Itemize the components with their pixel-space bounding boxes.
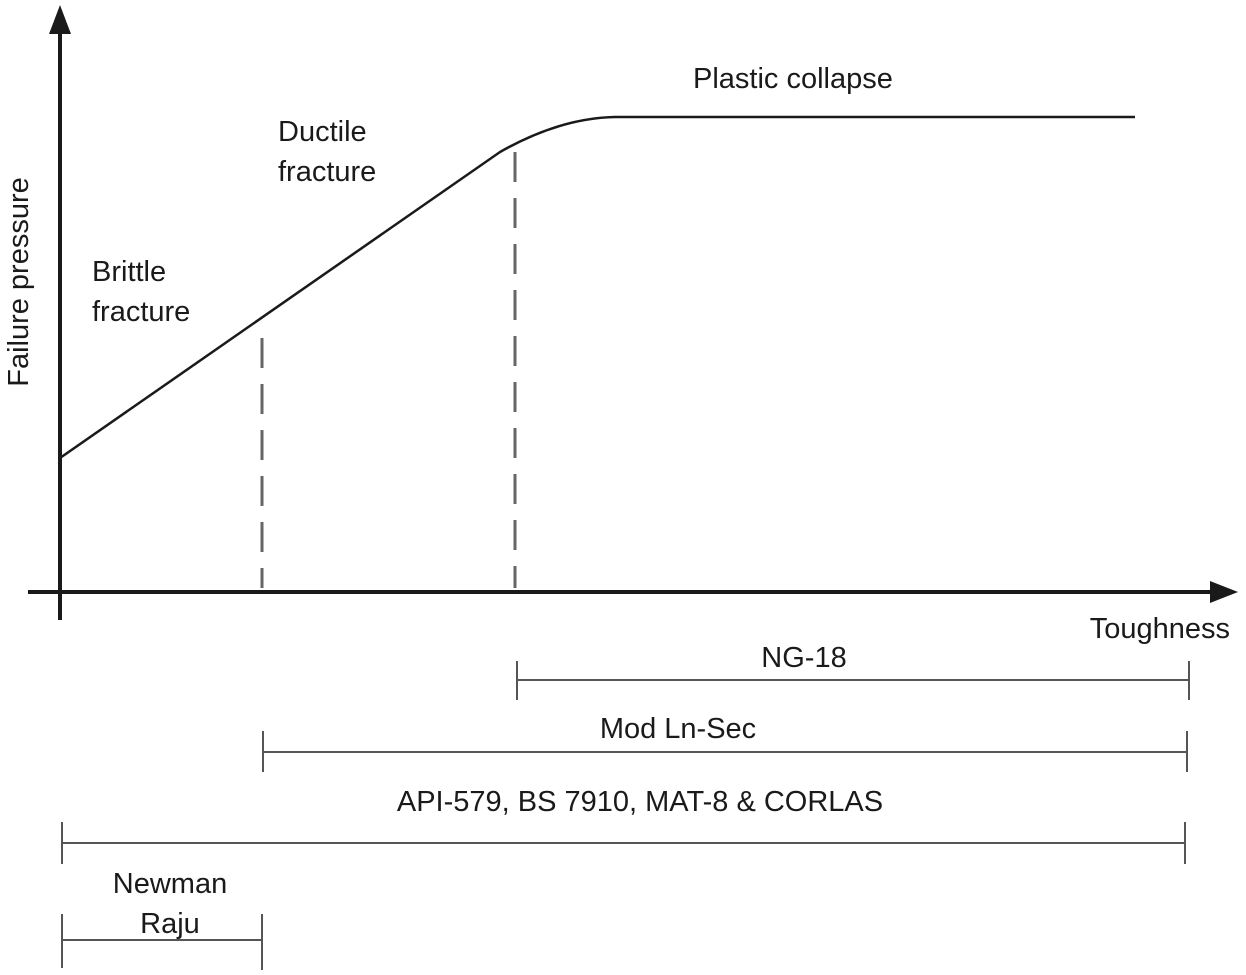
y-axis-arrowhead xyxy=(49,5,71,34)
range-label-api579: API-579, BS 7910, MAT-8 & CORLAS xyxy=(397,786,883,818)
failure-curve xyxy=(59,115,1135,460)
range-label-newman: Newman xyxy=(113,868,227,900)
x-axis-label: Toughness xyxy=(1090,613,1230,645)
range-bar-newman-raju xyxy=(61,914,263,970)
plastic-collapse-label: Plastic collapse xyxy=(693,63,893,95)
range-bar-mod-ln-sec xyxy=(262,731,1188,772)
range-label-raju: Raju xyxy=(140,908,200,940)
brittle-fracture-label-line1: Brittle xyxy=(92,256,166,288)
range-label-ng18: NG-18 xyxy=(761,642,846,674)
brittle-fracture-label-line2: fracture xyxy=(92,296,190,328)
ductile-fracture-label-line2: fracture xyxy=(278,156,376,188)
x-axis-arrowhead xyxy=(1210,581,1238,603)
range-bar-api579 xyxy=(61,822,1186,864)
y-axis-label: Failure pressure xyxy=(3,177,35,387)
range-bar-ng18 xyxy=(516,661,1190,700)
range-label-mod-ln-sec: Mod Ln-Sec xyxy=(600,713,756,745)
ductile-fracture-label-line1: Ductile xyxy=(278,116,367,148)
